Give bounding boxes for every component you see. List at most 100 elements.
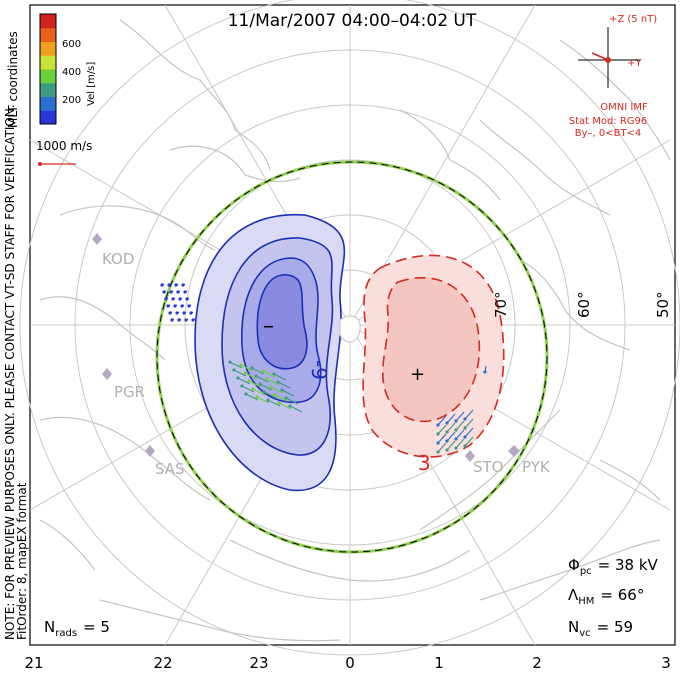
pole-gap	[339, 315, 361, 343]
velocity-vector	[277, 381, 291, 389]
velocity-vector	[464, 409, 474, 420]
imf-indicator: +Z (5 nT) +Y OMNI IMF Stat Mod: RG96 By–…	[569, 14, 658, 139]
velocity-vector-origin	[236, 376, 240, 380]
colorbar-cell	[40, 14, 56, 29]
colorbar-tick-200: 200	[62, 95, 81, 106]
velocity-vector-origin	[174, 283, 178, 287]
velocity-vector-origin	[255, 395, 259, 399]
velocity-vector	[251, 367, 265, 375]
velocity-vector	[446, 431, 456, 442]
velocity-vector	[455, 438, 465, 449]
velocity-vector	[446, 422, 456, 433]
velocity-vector-origin	[436, 432, 440, 436]
station-marker-kod	[92, 233, 102, 245]
velocity-vector-origin	[171, 297, 175, 301]
vector-scale: 1000 m/s	[36, 139, 92, 166]
velocity-vector-origin	[177, 318, 181, 322]
colorbar-tick-600: 600	[62, 39, 81, 50]
velocity-vector-origin	[463, 417, 467, 421]
velocity-vector-origin	[436, 450, 440, 454]
velocity-colorbar: 200 400 600 Vel [m/s]	[39, 13, 97, 125]
velocity-vector-origin	[254, 374, 258, 378]
station-label-sas: SAS	[155, 460, 185, 478]
velocity-vector-origin	[445, 448, 449, 452]
station-label-kod: KOD	[102, 250, 134, 268]
velocity-vector-origin	[454, 437, 458, 441]
velocity-vector	[274, 394, 288, 402]
velocity-vector	[455, 420, 465, 431]
velocity-vector-origin	[288, 404, 292, 408]
coord-label: MLT coordinates	[6, 31, 20, 128]
velocity-vector	[237, 377, 251, 385]
velocity-vector-origin	[173, 304, 177, 308]
map-title: 11/Mar/2007 04:00–04:02 UT	[228, 11, 477, 31]
velocity-vector	[437, 442, 447, 453]
velocity-vector	[437, 424, 447, 435]
velocity-vector-origin	[182, 311, 186, 315]
coastlines	[39, 19, 671, 642]
velocity-vector-origin	[284, 396, 288, 400]
velocity-vector	[437, 433, 447, 444]
fit-statistics: Φpc = 38 kV ΛHM = 66° Nvc = 59 Nrads = 5	[44, 556, 659, 639]
station-label-sto: STO	[473, 458, 504, 476]
colorbar-cell	[40, 41, 56, 56]
velocity-vector	[263, 391, 277, 399]
imf-condition: By–, 0<BT<4	[575, 128, 642, 139]
lat-label-70: 70°	[492, 291, 510, 318]
coordinate-grid	[19, 0, 680, 656]
imf-source: OMNI IMF	[600, 102, 648, 113]
velocity-vector	[262, 370, 276, 378]
velocity-vector-origin	[463, 444, 467, 448]
negative-potential-cell	[194, 213, 346, 492]
velocity-vector-origin	[162, 290, 166, 294]
velocity-vector-origin	[185, 297, 189, 301]
imf-z-label: +Z (5 nT)	[609, 14, 657, 25]
station-label-pgr: PGR	[114, 383, 145, 401]
velocity-vector	[455, 411, 465, 422]
velocity-vector-origin	[463, 435, 467, 439]
positive-potential-cell	[362, 254, 505, 458]
velocity-vector-origin	[243, 371, 247, 375]
velocity-vector	[464, 427, 474, 438]
velocity-vector-origin	[266, 398, 270, 402]
mlt-label-21: 21	[24, 654, 43, 672]
velocity-vector	[464, 418, 474, 429]
velocity-vector	[281, 389, 295, 397]
imf-model: Stat Mod: RG96	[569, 116, 648, 127]
latitude-labels: 70° 60° 50°	[492, 291, 672, 318]
velocity-vector-origin	[262, 390, 266, 394]
velocity-vector-origin	[166, 304, 170, 308]
mlt-axis: 21 22 23 0 1 2 3	[24, 654, 670, 672]
velocity-vector-origin	[276, 380, 280, 384]
velocity-vector-origin	[250, 366, 254, 370]
velocity-vector-origin	[189, 311, 193, 315]
stat-phi-pc: Φpc = 38 kV	[568, 556, 659, 577]
velocity-vector-origin	[454, 419, 458, 423]
velocity-vector-origin	[232, 368, 236, 372]
mlt-label-0: 0	[345, 654, 355, 672]
velocity-vectors	[160, 283, 487, 454]
velocity-vector-origin	[258, 382, 262, 386]
lat-label-50: 50°	[654, 291, 672, 318]
velocity-vector	[278, 402, 292, 410]
station-marker-pgr	[102, 368, 112, 380]
velocity-vector-origin	[483, 370, 487, 374]
velocity-vector-origin	[176, 290, 180, 294]
velocity-vector	[446, 413, 456, 424]
cell-max-marker: +	[410, 364, 425, 385]
vector-scale-label: 1000 m/s	[36, 139, 92, 153]
velocity-vector	[273, 373, 287, 381]
velocity-vector-origin	[239, 363, 243, 367]
colorbar-cell	[40, 55, 56, 70]
velocity-vector-origin	[169, 290, 173, 294]
colorbar-cell	[40, 69, 56, 84]
colorbar-cell	[40, 110, 56, 125]
mlt-label-1: 1	[434, 654, 444, 672]
velocity-vector-origin	[170, 318, 174, 322]
fit-info: FitOrder: 8, mapEX format	[15, 482, 29, 640]
velocity-vector	[248, 380, 262, 388]
preview-note: NOTE: FOR PREVIEW PURPOSES ONLY. PLEASE …	[3, 104, 17, 640]
velocity-vector	[266, 378, 280, 386]
velocity-vector	[240, 364, 254, 372]
velocity-vector	[255, 375, 269, 383]
